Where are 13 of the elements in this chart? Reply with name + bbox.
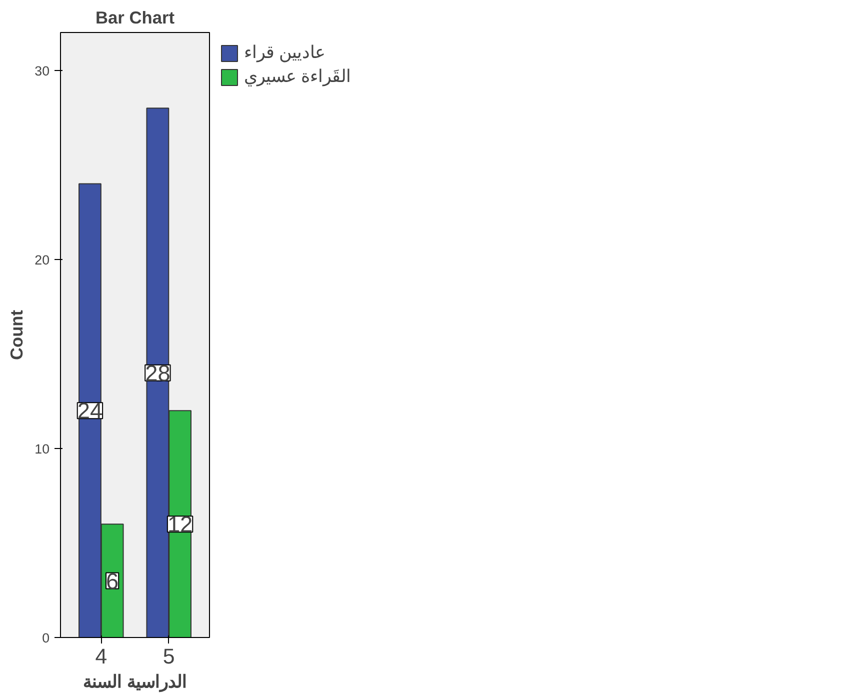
x-tick-label: 4	[95, 644, 108, 668]
x-axis-title: الدراسية السنة	[83, 672, 187, 692]
y-tick-label: 0	[42, 630, 50, 646]
legend-label: عاديين قراء	[244, 42, 325, 63]
y-tick-label: 30	[34, 63, 50, 78]
x-tick-label: 5	[162, 644, 175, 668]
data-label: 6	[106, 568, 119, 594]
y-tick-label: 20	[34, 252, 50, 268]
chart-title: Bar Chart	[96, 8, 175, 28]
legend-label: القَراءة عسيري	[244, 66, 351, 87]
y-axis-title: Count	[6, 310, 27, 360]
y-tick-label: 10	[34, 441, 50, 456]
data-label: 28	[145, 360, 170, 386]
